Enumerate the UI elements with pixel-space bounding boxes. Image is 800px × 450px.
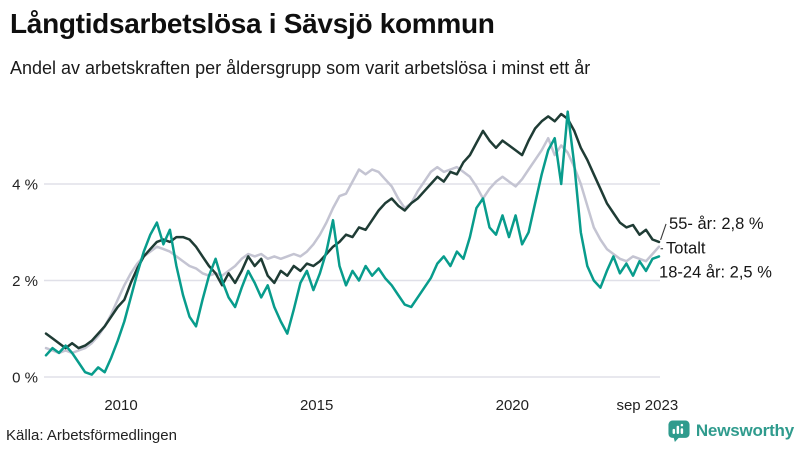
newsworthy-logo-icon (668, 420, 690, 442)
source-text: Källa: Arbetsförmedlingen (6, 427, 177, 444)
x-tick-label: 2020 (496, 397, 529, 414)
series-line-18-24-r (44, 110, 661, 376)
series-line-totalt (44, 136, 661, 355)
x-tick-label: 2010 (104, 397, 137, 414)
series-line-55-r (44, 112, 661, 350)
y-tick-label: 2 % (12, 273, 38, 290)
chart-subtitle: Andel av arbetskraften per åldersgrupp s… (10, 58, 591, 78)
x-tick-label: 2015 (300, 397, 333, 414)
y-tick-label: 0 % (12, 370, 38, 387)
chart-title: Långtidsarbetslösa i Sävsjö kommun (10, 8, 495, 39)
brand-name: Newsworthy (695, 421, 794, 440)
newsworthy-logo[interactable]: Newsworthy (668, 419, 794, 443)
series-end-label: 55- år: 2,8 % (669, 215, 764, 233)
y-tick-label: 4 % (12, 177, 38, 194)
x-tick-label: sep 2023 (616, 397, 678, 414)
label-connector-line (660, 223, 667, 241)
series-end-label: 18-24 år: 2,5 % (659, 263, 772, 281)
series-end-label: Totalt (666, 240, 706, 258)
